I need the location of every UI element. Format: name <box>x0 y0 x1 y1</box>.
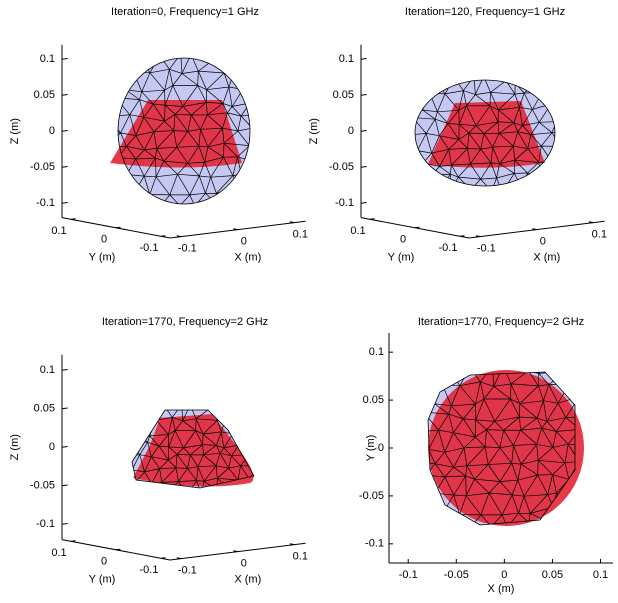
mesh-outline <box>117 57 251 205</box>
x-tick-label: 0 <box>241 558 247 570</box>
z-tick <box>61 369 68 371</box>
x-tick <box>176 557 182 560</box>
z-tick <box>61 94 68 96</box>
z-tick-label: 0 <box>49 125 55 137</box>
x-tick <box>588 221 594 224</box>
z-tick-label: 0.1 <box>339 53 354 65</box>
z-tick-label: -0.05 <box>329 161 354 173</box>
y-tick-label: 0.1 <box>51 547 66 559</box>
x-axis-label: X (m) <box>234 252 261 264</box>
z-axis-label: Z (m) <box>9 434 21 460</box>
y-tick <box>70 540 76 542</box>
x-tick-label: -0.1 <box>477 243 496 255</box>
x-tick <box>233 550 238 553</box>
z-tick-label: -0.1 <box>36 197 55 209</box>
y-tick-label: 0 <box>378 442 384 454</box>
x-tick-label: 0.1 <box>293 551 308 563</box>
y-axis-label: Y (m) <box>388 252 415 264</box>
y-tick-label: 0 <box>101 234 107 246</box>
z-tick <box>360 94 367 96</box>
y-tick-label: -0.1 <box>140 564 159 576</box>
y-tick-label: 0 <box>400 234 406 246</box>
z-tick <box>360 202 367 204</box>
chart-title: Iteration=1770, Frequency=2 GHz <box>102 316 268 328</box>
y-tick-label: 0.05 <box>363 394 384 406</box>
x-tick <box>176 235 182 238</box>
z-tick-label: 0.05 <box>34 403 55 415</box>
z-tick-label: -0.05 <box>30 161 55 173</box>
z-tick-label: 0 <box>49 441 55 453</box>
z-tick <box>360 58 367 60</box>
z-tick-label: 0 <box>348 125 354 137</box>
x-tick-label: 0.1 <box>592 229 607 241</box>
z-tick <box>61 166 68 168</box>
mesh-core <box>428 370 584 526</box>
x-tick <box>532 228 537 231</box>
z-tick-label: 0.1 <box>40 53 55 65</box>
z-tick-label: 0.05 <box>333 89 354 101</box>
x-tick-label: 0 <box>540 236 546 248</box>
x-tick-label: 0.1 <box>293 229 308 241</box>
x-tick-label: 0 <box>501 569 507 581</box>
z-tick <box>61 407 68 410</box>
y-tick <box>369 218 375 220</box>
chart-title: Iteration=1770, Frequency=2 GHz <box>418 316 584 328</box>
y-tick <box>459 235 465 237</box>
x-axis-label: X (m) <box>488 583 515 595</box>
y-tick <box>414 226 420 229</box>
x-tick-label: 0.1 <box>593 569 608 581</box>
y-tick-label: 0.1 <box>369 346 384 358</box>
y-tick-label: -0.1 <box>140 242 159 254</box>
x-tick-label: 0.05 <box>542 569 563 581</box>
z-tick-label: 0.1 <box>40 364 55 376</box>
x-tick <box>475 235 481 238</box>
y-tick-label: -0.1 <box>365 538 384 550</box>
z-tick-label: 0.05 <box>34 89 55 101</box>
mesh-outline <box>414 79 556 187</box>
chart-title: Iteration=120, Frequency=1 GHz <box>405 6 565 18</box>
x-tick <box>289 543 295 546</box>
z-tick <box>61 484 68 487</box>
x-tick-label: -0.1 <box>178 243 197 255</box>
z-axis-label: Z (m) <box>308 118 320 144</box>
mesh-outline <box>427 371 576 526</box>
z-tick <box>61 523 68 525</box>
x-axis-label: X (m) <box>234 574 261 586</box>
z-tick-label: -0.05 <box>30 480 55 492</box>
y-tick-label: 0.1 <box>51 225 66 237</box>
x-tick <box>233 228 238 231</box>
mesh-outline <box>131 409 255 489</box>
y-axis-label: Y (m) <box>365 435 377 462</box>
y-tick <box>70 218 76 220</box>
z-tick <box>61 202 68 204</box>
x-tick-label: -0.1 <box>399 569 418 581</box>
y-tick-label: 0 <box>101 556 107 568</box>
z-tick <box>360 130 367 132</box>
y-tick <box>115 548 121 551</box>
y-tick-label: -0.1 <box>439 242 458 254</box>
y-tick <box>115 226 121 229</box>
z-tick-label: -0.1 <box>335 197 354 209</box>
z-tick-label: -0.1 <box>36 518 55 530</box>
x-tick-label: 0 <box>241 236 247 248</box>
chart-title: Iteration=0, Frequency=1 GHz <box>111 6 259 18</box>
y-tick <box>160 235 166 237</box>
y-tick-label: 0.1 <box>350 225 365 237</box>
y-axis-label: Y (m) <box>89 574 116 586</box>
x-axis-label: X (m) <box>533 252 560 264</box>
z-tick <box>61 58 68 60</box>
x-tick-label: -0.1 <box>178 565 197 577</box>
x-tick <box>289 221 295 224</box>
y-tick-label: -0.05 <box>359 490 384 502</box>
z-tick <box>61 130 68 132</box>
z-tick <box>61 446 68 448</box>
y-axis-label: Y (m) <box>89 252 116 264</box>
x-tick-label: -0.05 <box>444 569 469 581</box>
z-axis-label: Z (m) <box>9 118 21 144</box>
y-tick <box>160 557 166 559</box>
z-tick <box>360 166 367 168</box>
